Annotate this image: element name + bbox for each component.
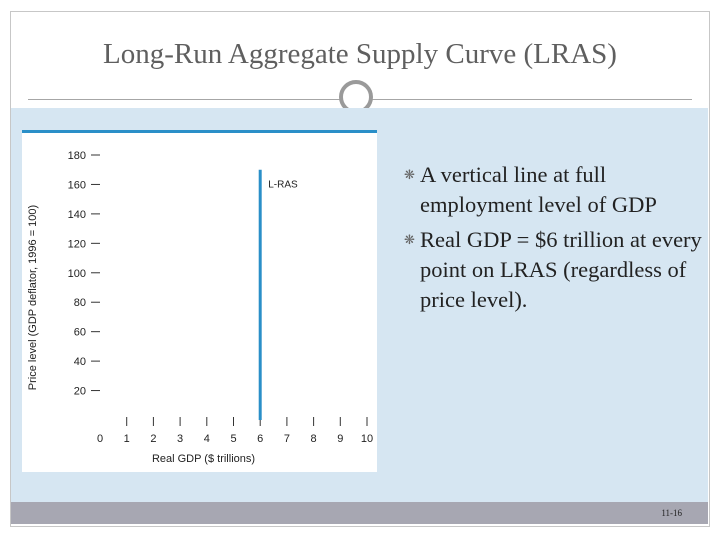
x-tick-label: 9 (337, 433, 343, 445)
slide-title: Long-Run Aggregate Supply Curve (LRAS) (103, 38, 617, 70)
x-axis-label: Real GDP ($ trillions) (152, 453, 255, 465)
bullet-text: Real GDP = $6 trillion at every point on… (420, 227, 702, 312)
y-tick-label: 20 (74, 386, 86, 398)
chart: 20 40 60 80 100 120 140 160 180 0 1 2 3 4 5 6 7 8 9 10 Real … (22, 130, 377, 472)
bullet-item: ❋ A vertical line at full employment lev… (404, 160, 704, 220)
bullet-icon: ❋ (404, 232, 415, 247)
x-tick-label: 3 (177, 433, 183, 445)
bullet-text: A vertical line at full employment level… (420, 162, 657, 217)
footer-bar: 11-16 (11, 502, 708, 524)
y-tick-label: 140 (68, 209, 86, 221)
y-axis-label: Price level (GDP deflator, 1996 = 100) (27, 205, 39, 390)
page-number: 11-16 (661, 508, 682, 518)
x-tick-label: 0 (97, 433, 103, 445)
bullet-icon: ❋ (404, 167, 415, 182)
x-tick-label: 5 (230, 433, 236, 445)
y-tick-label: 60 (74, 327, 86, 339)
y-tick-label: 180 (68, 150, 86, 162)
y-tick-label: 120 (68, 238, 86, 250)
x-tick-label: 10 (361, 433, 373, 445)
y-tick-label: 80 (74, 297, 86, 309)
bullet-item: ❋ Real GDP = $6 trillion at every point … (404, 225, 704, 315)
lras-annotation: L-RAS (268, 179, 298, 190)
x-tick-label: 2 (150, 433, 156, 445)
x-tick-label: 4 (204, 433, 210, 445)
x-tick-label: 7 (284, 433, 290, 445)
x-tick-label: 6 (257, 433, 263, 445)
x-tick-label: 1 (124, 433, 130, 445)
chart-top-border (22, 130, 377, 133)
y-tick-label: 160 (68, 179, 86, 191)
bullet-list: ❋ A vertical line at full employment lev… (404, 160, 704, 320)
x-tick-label: 8 (311, 433, 317, 445)
y-tick-label: 40 (74, 356, 86, 368)
y-tick-label: 100 (68, 268, 86, 280)
chart-svg: 20 40 60 80 100 120 140 160 180 0 1 2 3 4 5 6 7 8 9 10 Real … (27, 150, 373, 465)
